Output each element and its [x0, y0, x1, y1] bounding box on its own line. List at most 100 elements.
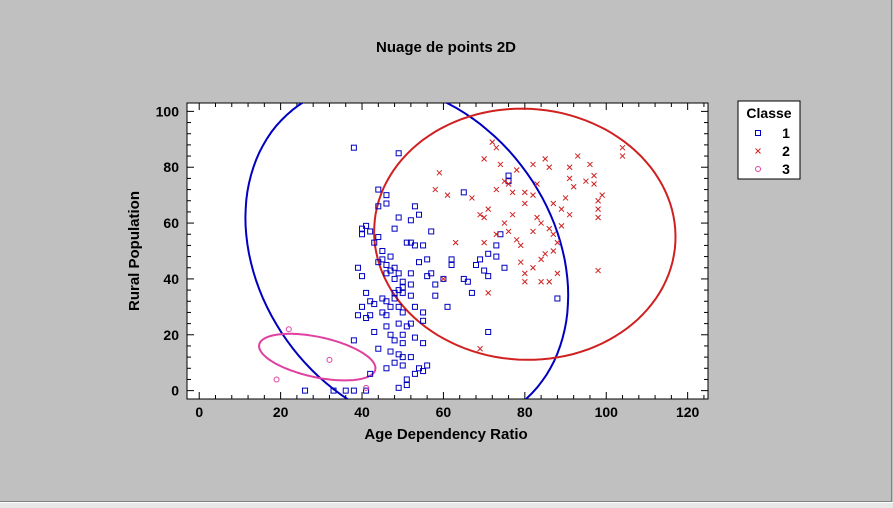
y-tick-label: 60: [163, 215, 179, 231]
point-class-2: [587, 161, 593, 168]
point-class-1: [407, 270, 414, 277]
point-class-1: [363, 222, 370, 229]
point-class-1: [420, 368, 427, 375]
point-class-2: [546, 225, 553, 232]
point-class-1: [375, 259, 382, 266]
point-class-1: [481, 267, 488, 274]
point-class-1: [383, 312, 390, 319]
point-class-1: [383, 365, 390, 372]
legend-marker-class-3: [755, 166, 761, 172]
legend-box: [737, 100, 801, 180]
axes: 0 20 40 60 80 100 120 0 20 40 60 80 100: [156, 103, 708, 420]
point-class-2: [546, 278, 553, 285]
point-class-2: [566, 164, 573, 171]
point-class-2: [513, 236, 520, 243]
point-class-1: [554, 295, 561, 302]
point-class-1: [367, 370, 374, 377]
point-class-1: [399, 331, 406, 338]
point-class-3: [363, 384, 370, 391]
point-class-1: [407, 217, 414, 224]
point-class-2: [485, 290, 492, 296]
point-class-1: [420, 317, 427, 324]
point-class-3: [326, 356, 333, 363]
point-class-2: [477, 345, 483, 352]
point-class-2: [521, 200, 528, 207]
point-class-1: [383, 270, 390, 277]
point-class-1: [391, 225, 398, 232]
point-class-2: [493, 144, 500, 151]
point-class-2: [521, 270, 528, 277]
point-class-1: [493, 242, 500, 249]
point-class-1: [379, 248, 386, 254]
data-points: [273, 139, 626, 394]
x-tick-label: 0: [195, 404, 203, 420]
point-class-1: [497, 231, 504, 238]
point-class-1: [350, 144, 357, 151]
point-class-2: [513, 167, 520, 173]
point-class-1: [354, 312, 361, 319]
point-class-2: [501, 178, 508, 185]
point-class-1: [383, 192, 390, 199]
point-class-2: [436, 169, 443, 176]
point-class-2: [562, 195, 569, 201]
point-class-1: [371, 301, 378, 308]
point-class-2: [469, 195, 475, 201]
plot-area: [186, 102, 709, 400]
legend-label-class-2: 2: [782, 143, 790, 159]
y-tick-label: 20: [163, 327, 179, 343]
point-class-1: [424, 362, 431, 369]
point-class-1: [432, 281, 439, 288]
point-class-1: [387, 348, 394, 355]
legend-title: Classe: [746, 105, 791, 121]
point-class-1: [359, 273, 366, 280]
point-class-1: [432, 292, 439, 299]
point-class-1: [428, 228, 435, 235]
point-class-2: [538, 278, 544, 285]
point-class-2: [542, 250, 549, 257]
point-class-1: [391, 295, 398, 302]
ellipse-class-3: [258, 332, 377, 382]
y-tick-label: 100: [156, 103, 180, 119]
point-class-1: [387, 253, 394, 260]
point-class-2: [538, 256, 544, 263]
x-axis-label: Age Dependency Ratio: [364, 426, 527, 443]
point-class-2: [595, 197, 601, 204]
point-class-2: [505, 181, 512, 187]
point-class-1: [367, 228, 374, 235]
point-class-1: [399, 309, 406, 316]
chart-title: Nuage de points 2D: [376, 39, 516, 56]
point-class-1: [485, 328, 492, 335]
point-class-1: [391, 337, 398, 344]
point-class-2: [521, 189, 528, 196]
x-tick-label: 80: [517, 404, 533, 420]
point-class-1: [383, 323, 390, 330]
point-class-1: [464, 278, 471, 285]
point-class-2: [485, 206, 492, 212]
legend-label-class-1: 1: [782, 125, 790, 141]
point-class-2: [501, 220, 508, 226]
point-class-2: [534, 181, 540, 187]
y-tick-label: 40: [163, 271, 179, 287]
window-bottom-border: [0, 502, 893, 508]
point-class-1: [493, 253, 500, 260]
point-class-2: [574, 153, 581, 159]
point-class-2: [550, 248, 557, 254]
point-class-1: [387, 303, 394, 310]
point-class-1: [416, 259, 423, 266]
point-class-2: [534, 214, 540, 221]
point-class-1: [448, 256, 455, 263]
point-class-1: [371, 328, 378, 335]
point-class-2: [558, 206, 565, 212]
point-class-2: [530, 228, 536, 235]
point-class-2: [550, 231, 557, 238]
point-class-2: [591, 172, 597, 179]
point-class-3: [285, 326, 292, 333]
point-class-1: [501, 264, 508, 271]
point-class-1: [395, 303, 402, 310]
point-class-1: [399, 354, 406, 361]
point-class-1: [428, 270, 435, 277]
point-class-1: [375, 234, 382, 241]
legend: Classe 1 2 3: [737, 100, 801, 180]
